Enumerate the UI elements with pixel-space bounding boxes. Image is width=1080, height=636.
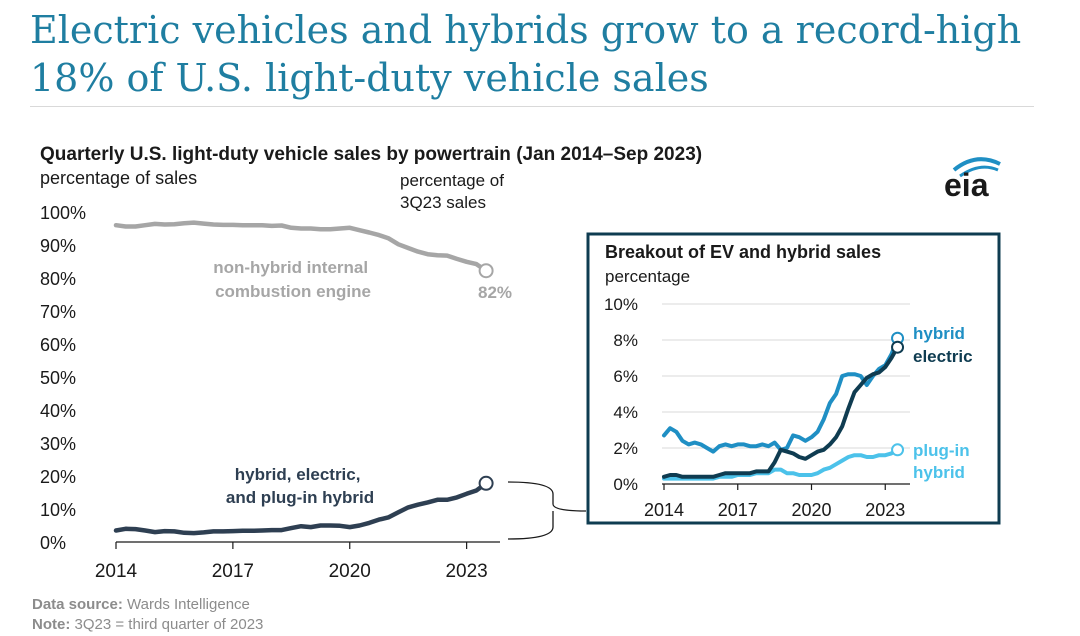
data-source-text: Wards Intelligence: [122, 596, 250, 613]
hev-label-line-2: and plug-in hybrid: [226, 488, 374, 507]
page-title: Electric vehicles and hybrids grow to a …: [30, 8, 1022, 100]
main-y-tick-40: 40%: [40, 401, 76, 421]
main-x-tick-2020: 2020: [329, 561, 371, 582]
main-chart-endpoint-header: percentage of 3Q23 sales: [400, 171, 509, 212]
main-series-endpoint-hybrid-electric-and-plug-in-hybrid: [478, 475, 494, 491]
ice-label-line-2: combustion engine: [215, 282, 371, 301]
main-series-line-non-hybrid-internal-combustion-engine: [113, 220, 489, 273]
main-x-tick-2023: 2023: [445, 561, 487, 582]
phev-label-line-2: hybrid: [913, 463, 965, 482]
main-x-tick-2017: 2017: [212, 561, 254, 582]
main-series-group: [113, 220, 494, 536]
inset-series-line-electric: [662, 345, 900, 479]
inset-chart-ylabel: percentage: [605, 267, 690, 286]
inset-series-group: [662, 331, 905, 481]
inset-y-tick-0: 0%: [613, 475, 638, 494]
inset-x-axis: 2014 2017 2020 2023: [644, 484, 905, 520]
bracket-connector: [507, 481, 587, 540]
endpoint-header-line-2: 3Q23 sales: [400, 193, 486, 212]
main-y-tick-0: 0%: [40, 533, 66, 553]
inset-y-tick-10: 10%: [604, 295, 638, 314]
main-y-tick-20: 20%: [40, 467, 76, 487]
main-y-tick-70: 70%: [40, 302, 76, 322]
chart-area: Quarterly U.S. light-duty vehicle sales …: [40, 144, 1001, 582]
main-y-tick-30: 30%: [40, 434, 76, 454]
inset-chart-title: Breakout of EV and hybrid sales: [605, 242, 881, 262]
main-y-tick-60: 60%: [40, 335, 76, 355]
endpoint-header-line-1: percentage of: [400, 171, 504, 190]
main-y-tick-80: 80%: [40, 269, 76, 289]
ice-label-line-1: non-hybrid internal: [213, 258, 368, 277]
data-source-label: Data source:: [32, 596, 123, 613]
inset-y-tick-4: 4%: [613, 403, 638, 422]
ice-series-label: non-hybrid internal combustion engine: [213, 258, 373, 301]
main-y-tick-50: 50%: [40, 368, 76, 388]
hev-label-line-1: hybrid, electric,: [235, 465, 361, 484]
inset-y-axis: 0% 2% 4% 6% 8% 10%: [604, 295, 638, 494]
title-divider: [30, 106, 1034, 107]
inset-x-tick-2014: 2014: [644, 500, 684, 520]
footnote: Note: 3Q23 = third quarter of 2023: [32, 616, 263, 633]
eia-logo-text: eia: [944, 167, 989, 202]
electric-series-label: electric: [913, 347, 973, 366]
main-chart-ylabel: percentage of sales: [40, 168, 197, 188]
main-x-tick-2014: 2014: [95, 561, 138, 582]
inset-y-tick-6: 6%: [613, 367, 638, 386]
main-series-endpoint-non-hybrid-internal-combustion-engine: [478, 263, 494, 279]
main-y-tick-90: 90%: [40, 236, 76, 256]
footnote-text: 3Q23 = third quarter of 2023: [70, 616, 264, 633]
hybrid-series-label: hybrid: [913, 324, 965, 343]
inset-y-tick-2: 2%: [613, 439, 638, 458]
main-y-tick-10: 10%: [40, 500, 76, 520]
inset-series-endpoint-electric: [891, 340, 905, 354]
inset-x-tick-2017: 2017: [718, 500, 758, 520]
inset-y-tick-8: 8%: [613, 331, 638, 350]
eia-logo-icon: eia: [944, 157, 1001, 202]
main-x-axis: 2014 2017 2020 2023: [95, 542, 488, 582]
main-series-line-hybrid-electric-and-plug-in-hybrid: [113, 481, 489, 536]
main-chart-title: Quarterly U.S. light-duty vehicle sales …: [40, 144, 702, 165]
ice-end-label: 82%: [478, 283, 512, 302]
inset-x-tick-2020: 2020: [791, 500, 831, 520]
main-y-axis: 0% 10% 20% 30% 40% 50% 60% 70% 80% 90% 100%: [40, 203, 86, 553]
main-y-tick-100: 100%: [40, 203, 86, 223]
inset-series-endpoint-plug-in-hybrid: [891, 443, 905, 457]
phev-label-line-1: plug-in: [913, 441, 970, 460]
phev-series-label: plug-in hybrid: [913, 441, 974, 482]
data-source-note: Data source: Wards Intelligence: [32, 596, 250, 613]
hev-series-label: hybrid, electric, and plug-in hybrid: [226, 465, 374, 507]
footnote-label: Note:: [32, 616, 71, 633]
inset-x-tick-2023: 2023: [865, 500, 905, 520]
